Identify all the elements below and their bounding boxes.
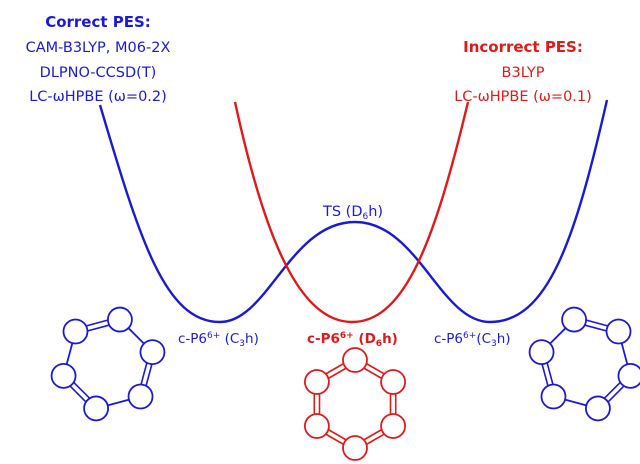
double-bond bbox=[69, 385, 87, 403]
phosphorus-atom bbox=[380, 369, 407, 395]
double-bond bbox=[73, 381, 91, 399]
incorrect-pes-method-2: LC-ωHPBE (ω=0.1) bbox=[454, 89, 592, 105]
double-bond bbox=[87, 324, 110, 332]
phosphorus-atom bbox=[617, 363, 640, 389]
correct-pes-curve bbox=[98, 99, 609, 324]
phosphorus-atom bbox=[585, 395, 611, 422]
double-bond bbox=[607, 385, 625, 403]
phosphorus-atom bbox=[62, 318, 89, 345]
double-bond bbox=[363, 367, 382, 379]
center-min-label: c-P66+ (D6h) bbox=[307, 331, 398, 349]
phosphorus-atom bbox=[540, 383, 567, 410]
double-bond bbox=[546, 362, 554, 385]
left-molecule-c3h bbox=[50, 306, 166, 422]
double-bond bbox=[541, 364, 549, 386]
double-bond bbox=[328, 367, 347, 379]
single-bond bbox=[564, 398, 587, 407]
incorrect-pes-title: Incorrect PES: bbox=[463, 38, 583, 56]
correct-pes-title: Correct PES: bbox=[45, 13, 151, 31]
phosphorus-atom bbox=[83, 395, 109, 422]
left-min-label: c-P66+ (C3h) bbox=[178, 331, 259, 349]
double-bond bbox=[140, 362, 148, 385]
double-bond bbox=[586, 319, 608, 327]
correct-pes-method-2: DLPNO-CCSD(T) bbox=[40, 65, 157, 81]
phosphorus-atom bbox=[107, 306, 133, 333]
phosphorus-atom bbox=[342, 435, 368, 461]
ts-label: TS (D6h) bbox=[322, 204, 383, 222]
double-bond bbox=[325, 363, 344, 375]
double-bond bbox=[603, 381, 621, 399]
single-bond bbox=[549, 327, 567, 345]
phosphorus-atom bbox=[139, 339, 166, 365]
phosphorus-atom bbox=[528, 339, 555, 365]
phosphorus-atom bbox=[380, 413, 407, 439]
double-bond bbox=[366, 433, 385, 445]
double-bond bbox=[363, 429, 382, 441]
correct-pes-method-1: CAM-B3LYP, M06-2X bbox=[26, 40, 171, 56]
single-bond bbox=[127, 327, 145, 345]
double-bond bbox=[366, 363, 385, 375]
right-min-label: c-P66+(C3h) bbox=[434, 331, 511, 349]
incorrect-pes-method-1: B3LYP bbox=[502, 65, 545, 81]
double-bond bbox=[145, 364, 153, 386]
center-molecule-d6h bbox=[303, 347, 407, 461]
single-bond bbox=[620, 342, 629, 365]
double-bond bbox=[328, 429, 347, 441]
phosphorus-atom bbox=[342, 347, 368, 373]
double-bond bbox=[86, 319, 108, 327]
phosphorus-atom bbox=[303, 369, 330, 395]
correct-pes-method-3: LC-ωHPBE (ω=0.2) bbox=[29, 89, 167, 105]
incorrect-pes-curve bbox=[233, 101, 470, 324]
phosphorus-atom bbox=[303, 413, 330, 439]
phosphorus-atom bbox=[127, 383, 154, 410]
phosphorus-atom bbox=[561, 306, 587, 333]
phosphorus-atom bbox=[50, 363, 77, 389]
double-bond bbox=[584, 324, 607, 332]
phosphorus-atom bbox=[605, 318, 632, 345]
single-bond bbox=[107, 398, 130, 407]
single-bond bbox=[65, 342, 74, 365]
right-molecule-c3h bbox=[528, 306, 640, 422]
double-bond bbox=[325, 433, 344, 445]
